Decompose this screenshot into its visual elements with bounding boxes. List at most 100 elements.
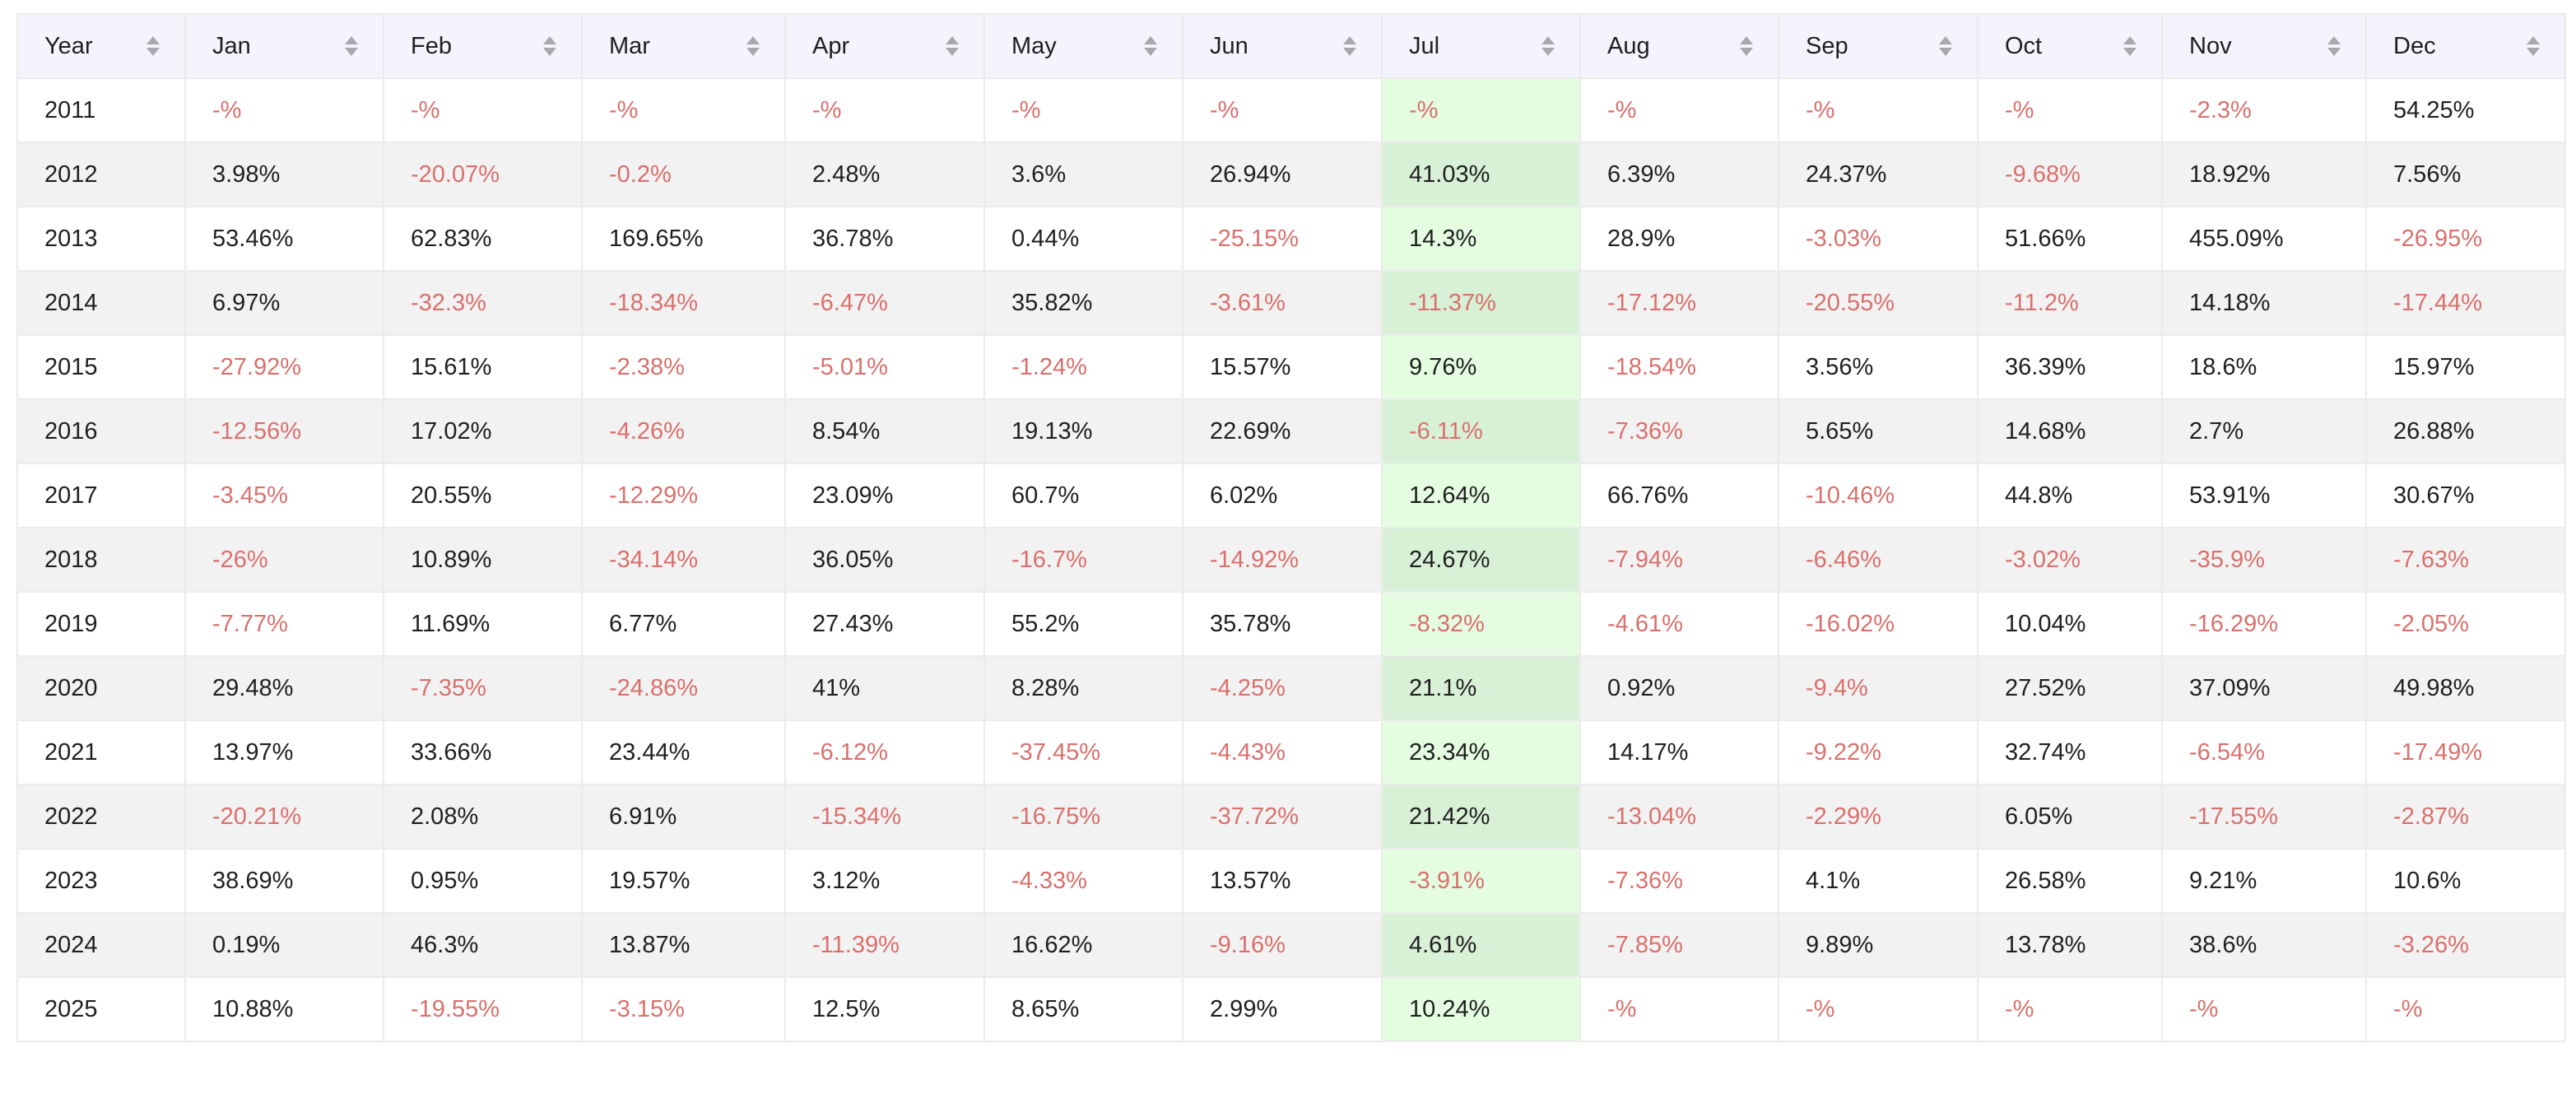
column-header-jul[interactable]: Jul	[1381, 13, 1581, 79]
return-cell-may: 35.82%	[983, 270, 1183, 336]
return-cell-jan: -12.56%	[184, 398, 384, 464]
return-cell-feb: 20.55%	[383, 463, 583, 528]
return-cell-aug: -4.61%	[1579, 591, 1779, 657]
monthly-returns-table-container: Year Jan Feb Mar Apr May Jun Jul Aug Sep Oct Nov Dec…	[16, 13, 2566, 1042]
return-cell-oct: 36.39%	[1977, 334, 2163, 400]
return-cell-sep: -9.22%	[1778, 719, 1978, 785]
sort-caret-icon[interactable]	[946, 34, 959, 58]
column-header-sep[interactable]: Sep	[1778, 13, 1978, 79]
return-cell-may: -37.45%	[983, 719, 1183, 785]
return-cell-aug: -7.36%	[1579, 848, 1779, 914]
return-cell-jan: -26%	[184, 527, 384, 593]
return-cell-jun: -9.16%	[1182, 912, 1383, 978]
sort-descending-icon	[146, 48, 160, 56]
return-cell-apr: 8.54%	[784, 398, 985, 464]
sort-caret-icon[interactable]	[146, 34, 160, 58]
return-cell-jun: 6.02%	[1182, 463, 1383, 528]
return-cell-jan: 38.69%	[184, 848, 384, 914]
sort-descending-icon	[2527, 48, 2540, 56]
return-cell-may: 16.62%	[983, 912, 1183, 978]
sort-ascending-icon	[1343, 36, 1356, 44]
year-cell: 2014	[16, 270, 186, 336]
sort-descending-icon	[2123, 48, 2137, 56]
column-header-feb[interactable]: Feb	[383, 13, 583, 79]
sort-caret-icon[interactable]	[2123, 34, 2137, 58]
sort-caret-icon[interactable]	[1740, 34, 1753, 58]
return-cell-mar: 13.87%	[581, 912, 786, 978]
sort-ascending-icon	[1144, 36, 1157, 44]
column-header-nov[interactable]: Nov	[2161, 13, 2367, 79]
sort-caret-icon[interactable]	[2327, 34, 2341, 58]
return-cell-dec: -17.44%	[2365, 270, 2566, 336]
return-cell-oct: 51.66%	[1977, 206, 2163, 272]
return-cell-sep: 5.65%	[1778, 398, 1978, 464]
return-cell-dec: 30.67%	[2365, 463, 2566, 528]
column-header-dec[interactable]: Dec	[2365, 13, 2566, 79]
return-cell-jul: -3.91%	[1381, 848, 1581, 914]
return-cell-mar: 6.77%	[581, 591, 786, 657]
sort-caret-icon[interactable]	[345, 34, 358, 58]
return-cell-mar: 6.91%	[581, 784, 786, 850]
return-cell-mar: 19.57%	[581, 848, 786, 914]
sort-ascending-icon	[946, 36, 959, 44]
sort-caret-icon[interactable]	[1541, 34, 1555, 58]
column-header-jun[interactable]: Jun	[1182, 13, 1383, 79]
return-cell-nov: 37.09%	[2161, 655, 2367, 721]
column-header-mar[interactable]: Mar	[581, 13, 786, 79]
year-cell: 2019	[16, 591, 186, 657]
return-cell-oct: -%	[1977, 976, 2163, 1042]
return-cell-dec: -26.95%	[2365, 206, 2566, 272]
sort-caret-icon[interactable]	[1343, 34, 1356, 58]
return-cell-jul: 9.76%	[1381, 334, 1581, 400]
sort-caret-icon[interactable]	[1144, 34, 1157, 58]
column-header-aug[interactable]: Aug	[1579, 13, 1779, 79]
column-header-jan[interactable]: Jan	[184, 13, 384, 79]
return-cell-feb: -32.3%	[383, 270, 583, 336]
return-cell-jun: -4.43%	[1182, 719, 1383, 785]
return-cell-oct: 13.78%	[1977, 912, 2163, 978]
return-cell-aug: -18.54%	[1579, 334, 1779, 400]
table-row: 2022 -20.21% 2.08% 6.91% -15.34% -16.75% -37.7…	[16, 784, 2566, 850]
return-cell-dec: 54.25%	[2365, 77, 2566, 143]
column-header-label: Sep	[1806, 32, 1848, 59]
column-header-oct[interactable]: Oct	[1977, 13, 2163, 79]
sort-caret-icon[interactable]	[543, 34, 556, 58]
return-cell-nov: -16.29%	[2161, 591, 2367, 657]
sort-caret-icon[interactable]	[746, 34, 760, 58]
return-cell-feb: 33.66%	[383, 719, 583, 785]
return-cell-aug: 28.9%	[1579, 206, 1779, 272]
column-header-may[interactable]: May	[983, 13, 1183, 79]
sort-descending-icon	[946, 48, 959, 56]
sort-caret-icon[interactable]	[1939, 34, 1952, 58]
return-cell-dec: -%	[2365, 976, 2566, 1042]
return-cell-jul: -%	[1381, 77, 1581, 143]
column-header-label: Nov	[2189, 32, 2232, 59]
year-cell: 2012	[16, 142, 186, 207]
sort-ascending-icon	[345, 36, 358, 44]
return-cell-aug: 6.39%	[1579, 142, 1779, 207]
table-row: 2012 3.98% -20.07% -0.2% 2.48% 3.6% 26.94% 41.0…	[16, 142, 2566, 207]
column-header-year[interactable]: Year	[16, 13, 186, 79]
return-cell-jan: -7.77%	[184, 591, 384, 657]
return-cell-may: 0.44%	[983, 206, 1183, 272]
return-cell-sep: -10.46%	[1778, 463, 1978, 528]
sort-descending-icon	[345, 48, 358, 56]
return-cell-dec: -7.63%	[2365, 527, 2566, 593]
return-cell-apr: 3.12%	[784, 848, 985, 914]
sort-ascending-icon	[146, 36, 160, 44]
return-cell-jul: 10.24%	[1381, 976, 1581, 1042]
sort-descending-icon	[1343, 48, 1356, 56]
column-header-apr[interactable]: Apr	[784, 13, 985, 79]
table-row: 2015 -27.92% 15.61% -2.38% -5.01% -1.24% 15.57…	[16, 334, 2566, 400]
return-cell-jan: 10.88%	[184, 976, 384, 1042]
return-cell-may: 60.7%	[983, 463, 1183, 528]
return-cell-mar: -0.2%	[581, 142, 786, 207]
table-body: 2011 -% -% -% -% -% -% -% -% -% -% -2.3% 54.25% 2012 3…	[16, 77, 2566, 1042]
sort-caret-icon[interactable]	[2527, 34, 2540, 58]
return-cell-nov: 18.92%	[2161, 142, 2367, 207]
return-cell-jul: 23.34%	[1381, 719, 1581, 785]
return-cell-aug: 0.92%	[1579, 655, 1779, 721]
table-row: 2021 13.97% 33.66% 23.44% -6.12% -37.45% -4.43…	[16, 719, 2566, 785]
monthly-returns-table: Year Jan Feb Mar Apr May Jun Jul Aug Sep Oct Nov Dec…	[16, 13, 2566, 1042]
return-cell-feb: -19.55%	[383, 976, 583, 1042]
